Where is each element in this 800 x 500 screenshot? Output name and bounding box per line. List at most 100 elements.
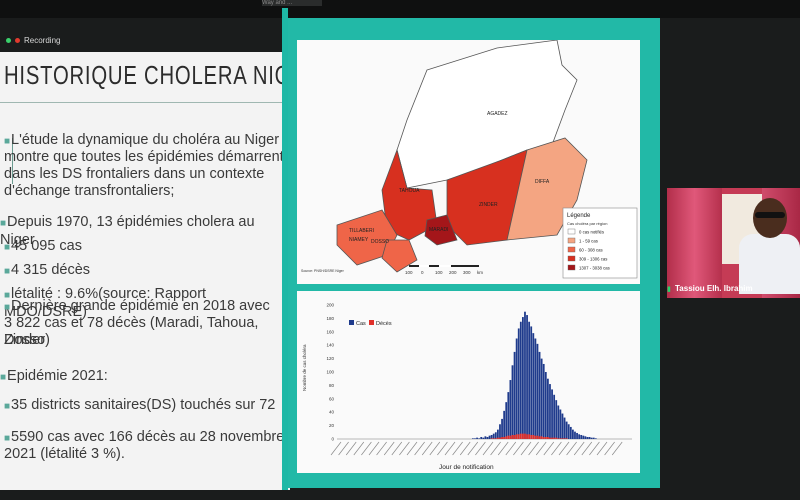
- legend-label-0: 0 cas notifiés: [579, 230, 604, 235]
- x-tick-label: [528, 441, 539, 456]
- bullet-3: ■Dernière grande épidémie en 2018 avec: [4, 298, 270, 314]
- bar-cas: [492, 433, 495, 439]
- bar-cas: [561, 413, 564, 439]
- bar-cas: [590, 437, 593, 439]
- x-tick-label: [353, 441, 365, 456]
- bar-cas: [557, 405, 560, 439]
- bar-cas: [528, 321, 531, 439]
- x-tick-label: [589, 441, 600, 456]
- participant-name: Tassiou Elh. Ibrahim: [675, 284, 753, 293]
- x-tick-label: [551, 441, 562, 456]
- bar-deces: [494, 438, 497, 439]
- x-tick-label: [437, 441, 448, 456]
- legend-swatch-1: [567, 237, 576, 244]
- tab-label: Way and ...: [262, 0, 293, 6]
- niger-map: AGADEZ DIFFA TAHOUA ZINDER TILLABERI MAR…: [297, 40, 640, 284]
- bar-deces: [555, 437, 558, 439]
- x-tick-label: [505, 441, 517, 456]
- bar-cas: [565, 421, 568, 439]
- x-tick-label: [459, 441, 471, 456]
- bullet-3-line-3: Zinder): [4, 332, 50, 348]
- x-tick-label: [482, 441, 494, 456]
- chart-svg: 0 20 40 60 80 100 120 140 160 180 200 Nombre de ca…: [302, 303, 632, 471]
- bar-cas: [559, 409, 562, 439]
- bullet-4a: ■35 districts sanitaires(DS) touchés sur…: [4, 397, 276, 413]
- slide-title: HISTORIQUE CHOLERA NIGER: [4, 60, 321, 90]
- y-tick-label: 80: [329, 383, 335, 388]
- bullet-4b-line-2: 2021 (létalité 3 %).: [4, 446, 125, 462]
- x-tick-label: [611, 441, 623, 456]
- bar-cas: [594, 438, 597, 439]
- bar-cas: [540, 358, 543, 439]
- bar-cas: [490, 434, 493, 439]
- legend-label-1: 1 - 59 cas: [579, 239, 598, 244]
- bar-cas: [569, 426, 572, 439]
- x-tick-label: [406, 441, 418, 456]
- bullet-2a: ■45 095 cas: [4, 238, 82, 254]
- bar-cas: [497, 429, 499, 439]
- status-dot-icon: [6, 38, 11, 43]
- x-tick-label: [475, 441, 486, 456]
- background-curtain-left: [667, 188, 722, 298]
- x-tick-label: [414, 441, 425, 456]
- x-tick-label: [345, 441, 357, 456]
- bar-deces: [563, 438, 566, 439]
- slide-divider: [282, 8, 288, 490]
- x-tick-label: [573, 441, 585, 456]
- bar-cas: [582, 435, 585, 439]
- bar-cas: [578, 434, 581, 439]
- presentation-slide: HISTORIQUE CHOLERA NIGER ■L'étude la dyn…: [0, 52, 320, 490]
- bar-deces: [513, 434, 516, 439]
- bar-deces: [538, 436, 541, 439]
- bar-cas: [555, 400, 558, 439]
- legend-swatch-deces: [369, 320, 374, 325]
- bar-cas: [544, 372, 547, 439]
- bar-cas: [507, 392, 510, 439]
- bar-cas: [553, 394, 556, 439]
- x-tick-label: [543, 441, 555, 456]
- chart-xlabel: Jour de notification: [439, 464, 494, 471]
- participant-video-tile[interactable]: ▮ Tassiou Elh. Ibrahim: [667, 188, 800, 298]
- x-tick-label: [444, 441, 456, 456]
- x-tick-label: [566, 441, 577, 456]
- recording-label: Recording: [24, 36, 61, 45]
- bullet-3-line-2: 3 822 cas et 78 décès (Maradi, Tahoua, D…: [4, 315, 259, 348]
- bullet-4b: ■5590 cas avec 166 décès au 28 novembre: [4, 429, 285, 445]
- scale-label-6: km: [477, 270, 483, 275]
- bar-deces: [565, 438, 568, 439]
- bar-cas: [480, 436, 483, 439]
- browser-tab[interactable]: Way and ...: [262, 0, 322, 6]
- bar-deces: [522, 433, 524, 439]
- bullet-1-line-3: dans les DS frontaliers dans un contexte: [4, 166, 265, 182]
- legend-label-deces: Décès: [376, 321, 392, 327]
- chart-legend: Cas Décès: [349, 320, 392, 327]
- bar-cas: [572, 429, 574, 439]
- bar-deces: [526, 434, 528, 439]
- bar-cas: [549, 384, 551, 439]
- participant-head: [753, 198, 787, 238]
- scale-label-2: 0: [421, 270, 424, 275]
- bar-deces: [519, 433, 522, 439]
- record-dot-icon: [15, 38, 20, 43]
- scale-bar: 100 0 100 200 300 km: [405, 265, 483, 275]
- label-dosso: DOSSO: [371, 239, 389, 245]
- x-tick-label: [520, 441, 532, 456]
- bar-deces: [517, 434, 520, 439]
- x-tick-label: [361, 441, 372, 456]
- bar-cas: [580, 434, 583, 439]
- bar-deces: [534, 435, 537, 439]
- y-tick-label: 20: [329, 423, 335, 428]
- bar-cas: [494, 432, 497, 439]
- bar-deces: [507, 435, 510, 439]
- bar-cas: [574, 431, 576, 439]
- bar-cas: [538, 351, 541, 439]
- bullet-2c: ■létalité : 9.6%(source: Rapport MDO/DSR…: [4, 286, 207, 320]
- bar-cas: [586, 436, 589, 439]
- map-svg: AGADEZ DIFFA TAHOUA ZINDER TILLABERI MAR…: [301, 40, 638, 279]
- bar-deces: [542, 436, 545, 439]
- epidemic-curve-chart: 0 20 40 60 80 100 120 140 160 180 200 Nombre de ca…: [297, 291, 640, 473]
- legend-label-2: 60 - 308 cas: [579, 248, 603, 253]
- label-agadez: AGADEZ: [487, 111, 508, 117]
- bullet-1: ■L'étude la dynamique du choléra au Nige…: [4, 132, 280, 148]
- x-tick-label: [535, 441, 547, 456]
